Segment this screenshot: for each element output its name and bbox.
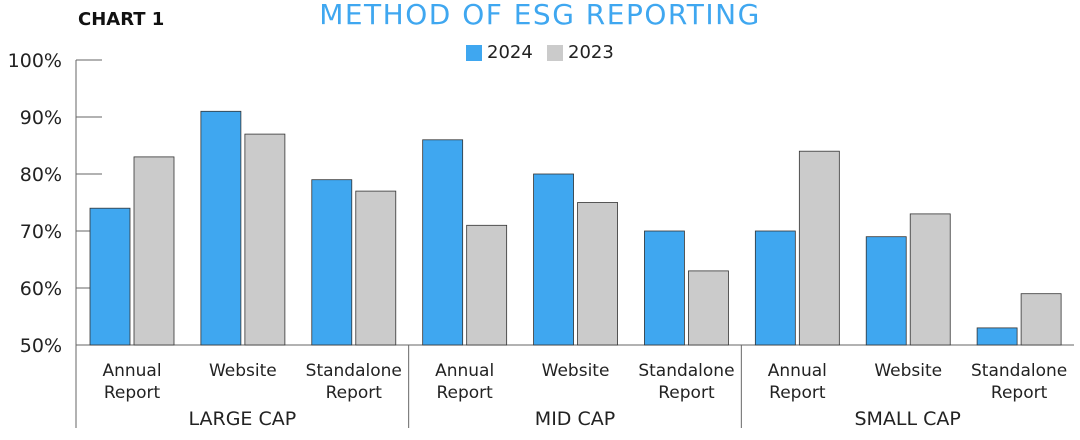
category-label-large-cap-annual-report-line2: Report bbox=[104, 383, 161, 403]
legend-swatch-2024 bbox=[466, 44, 482, 61]
category-label-large-cap-website: Website bbox=[209, 361, 277, 381]
group-label-mid-cap: MID CAP bbox=[535, 408, 615, 430]
group-label-small-cap: SMALL CAP bbox=[854, 408, 960, 430]
bar-large-cap-annual-report-2023 bbox=[133, 156, 175, 346]
category-label-large-cap-standalone-report-line2: Report bbox=[326, 383, 383, 403]
category-label-mid-cap-standalone-report-line1: Standalone bbox=[638, 361, 734, 381]
bar-small-cap-website-2023 bbox=[909, 213, 951, 346]
bar-large-cap-standalone-report-2024 bbox=[311, 179, 353, 346]
legend-swatch-2023 bbox=[547, 44, 563, 61]
category-label-small-cap-annual-report-line1: Annual bbox=[768, 361, 827, 381]
bar-mid-cap-annual-report-2024 bbox=[422, 139, 464, 346]
category-label-mid-cap-annual-report-line2: Report bbox=[436, 383, 493, 403]
category-label-mid-cap-website: Website bbox=[542, 361, 610, 381]
category-label-mid-cap-standalone-report-line2: Report bbox=[658, 383, 715, 403]
category-label-small-cap-standalone-report-line2: Report bbox=[991, 383, 1048, 403]
bar-mid-cap-website-2024 bbox=[533, 173, 574, 346]
group-label-large-cap: LARGE CAP bbox=[188, 408, 296, 430]
y-tick-label-100: 100% bbox=[8, 50, 62, 72]
category-label-small-cap-standalone-report-line1: Standalone bbox=[971, 361, 1067, 381]
y-tick-label-50: 50% bbox=[20, 335, 62, 357]
bar-small-cap-annual-report-2023 bbox=[798, 150, 840, 346]
bar-mid-cap-standalone-report-2023 bbox=[688, 270, 729, 346]
legend-label-2023: 2023 bbox=[568, 42, 614, 63]
bar-mid-cap-standalone-report-2024 bbox=[644, 230, 685, 346]
bar-large-cap-annual-report-2024 bbox=[89, 207, 131, 346]
chart-title: METHOD OF ESG REPORTING bbox=[319, 0, 761, 31]
y-tick-label-80: 80% bbox=[20, 164, 62, 186]
bar-small-cap-standalone-report-2023 bbox=[1020, 293, 1062, 346]
category-label-large-cap-standalone-report-line1: Standalone bbox=[306, 361, 402, 381]
category-label-large-cap-annual-report-line1: Annual bbox=[102, 361, 161, 381]
y-tick-label-90: 90% bbox=[20, 107, 62, 129]
category-label-small-cap-website: Website bbox=[874, 361, 942, 381]
bar-small-cap-annual-report-2024 bbox=[754, 230, 796, 346]
legend-item-2023: 2023 bbox=[547, 42, 614, 63]
y-tick-label-70: 70% bbox=[20, 221, 62, 243]
category-label-small-cap-annual-report-line2: Report bbox=[769, 383, 826, 403]
chart-number: CHART 1 bbox=[78, 9, 165, 30]
y-tick-label-60: 60% bbox=[20, 278, 62, 300]
category-label-mid-cap-annual-report-line1: Annual bbox=[435, 361, 494, 381]
bar-large-cap-website-2024 bbox=[200, 110, 242, 346]
bar-mid-cap-annual-report-2023 bbox=[466, 224, 508, 346]
bar-large-cap-standalone-report-2023 bbox=[355, 190, 397, 346]
legend-label-2024: 2024 bbox=[487, 42, 533, 63]
bar-mid-cap-website-2023 bbox=[577, 202, 618, 346]
legend-item-2024: 2024 bbox=[466, 42, 533, 63]
bar-small-cap-standalone-report-2024 bbox=[976, 327, 1018, 346]
bar-large-cap-website-2023 bbox=[244, 133, 286, 346]
bar-small-cap-website-2024 bbox=[865, 236, 907, 346]
